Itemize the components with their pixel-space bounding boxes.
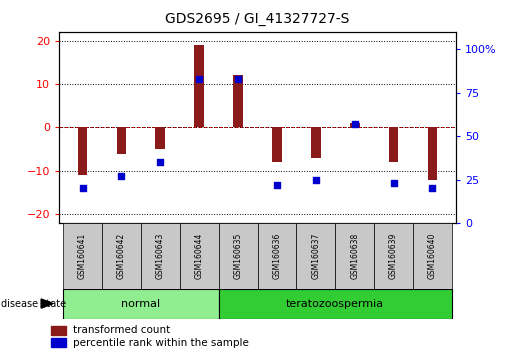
Text: GSM160640: GSM160640 — [428, 233, 437, 279]
Text: GDS2695 / GI_41327727-S: GDS2695 / GI_41327727-S — [165, 12, 350, 27]
Text: normal: normal — [122, 298, 161, 309]
Bar — [335, 223, 374, 289]
Point — [117, 173, 126, 179]
Bar — [219, 289, 452, 319]
Bar — [272, 127, 282, 162]
Polygon shape — [41, 299, 53, 308]
Point — [351, 121, 359, 127]
Bar — [156, 127, 165, 149]
Bar — [311, 127, 321, 158]
Bar — [63, 223, 102, 289]
Point — [156, 159, 164, 165]
Text: GSM160635: GSM160635 — [234, 233, 243, 279]
Bar — [427, 127, 437, 179]
Text: GSM160638: GSM160638 — [350, 233, 359, 279]
Bar — [258, 223, 296, 289]
Bar — [116, 127, 126, 154]
Bar — [50, 326, 66, 335]
Point — [389, 180, 398, 186]
Bar — [350, 123, 359, 127]
Bar — [102, 223, 141, 289]
Bar — [374, 223, 413, 289]
Point — [234, 76, 242, 82]
Bar — [180, 223, 219, 289]
Bar — [233, 75, 243, 127]
Bar — [78, 127, 88, 175]
Bar — [194, 45, 204, 127]
Point — [273, 182, 281, 188]
Text: percentile rank within the sample: percentile rank within the sample — [73, 338, 249, 348]
Text: GSM160644: GSM160644 — [195, 233, 204, 279]
Bar — [63, 289, 219, 319]
Text: GSM160641: GSM160641 — [78, 233, 87, 279]
Bar — [389, 127, 399, 162]
Text: GSM160637: GSM160637 — [311, 233, 320, 279]
Bar — [50, 338, 66, 348]
Point — [195, 76, 203, 82]
Point — [312, 177, 320, 182]
Text: GSM160642: GSM160642 — [117, 233, 126, 279]
Bar — [413, 223, 452, 289]
Text: GSM160639: GSM160639 — [389, 233, 398, 279]
Point — [78, 185, 87, 191]
Text: teratozoospermia: teratozoospermia — [286, 298, 384, 309]
Bar — [219, 223, 258, 289]
Point — [428, 185, 437, 191]
Text: transformed count: transformed count — [73, 325, 170, 335]
Text: disease state: disease state — [1, 298, 66, 309]
Bar — [296, 223, 335, 289]
Text: GSM160643: GSM160643 — [156, 233, 165, 279]
Text: GSM160636: GSM160636 — [272, 233, 281, 279]
Bar — [141, 223, 180, 289]
